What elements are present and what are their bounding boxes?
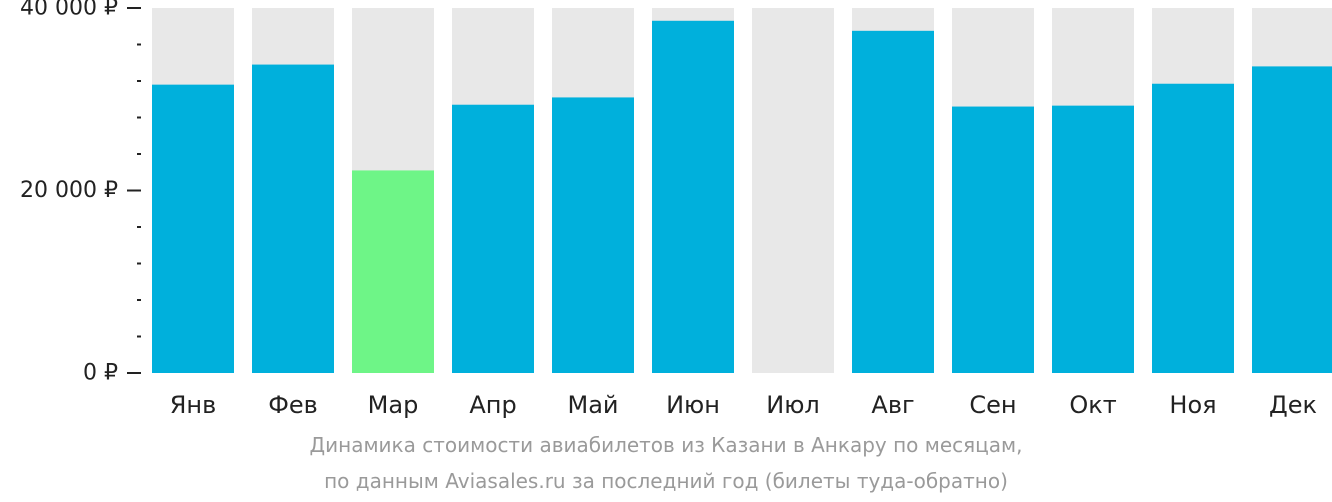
bar[interactable] [1052,105,1134,373]
x-tick-label: Окт [1069,391,1116,419]
bar[interactable] [952,106,1034,374]
bar[interactable] [352,170,434,373]
bar-background [752,8,834,373]
x-tick-label: Авг [871,391,914,419]
bar[interactable] [852,30,934,373]
chart-caption-line-1: Динамика стоимости авиабилетов из Казани… [309,433,1023,457]
x-tick-label: Мар [368,391,419,419]
y-axis: 0 ₽ 20 000 ₽ 40 000 ₽ [20,0,141,386]
bar[interactable] [1152,83,1234,374]
x-tick-label: Дек [1269,391,1317,419]
x-tick-label: Июл [766,391,820,419]
bar[interactable] [1252,66,1332,374]
x-tick-label: Янв [170,391,217,419]
y-tick-label: 40 000 ₽ [20,0,118,21]
bar[interactable] [652,20,734,374]
x-axis: Янв Фев Мар Апр Май Июн Июл Авг Сен Окт Ноя Дек [170,391,1317,419]
x-tick-label: Май [567,391,618,419]
bar[interactable] [552,97,634,374]
bar[interactable] [252,64,334,373]
y-tick-label: 20 000 ₽ [20,178,118,203]
bar[interactable] [152,84,234,374]
x-tick-label: Апр [469,391,516,419]
x-tick-label: Сен [969,391,1016,419]
bar[interactable] [452,104,534,373]
chart-caption-line-2: по данным Aviasales.ru за последний год … [324,469,1008,493]
bars [152,8,1332,374]
x-tick-label: Июн [666,391,720,419]
y-tick-label: 0 ₽ [83,361,118,386]
x-tick-label: Ноя [1169,391,1216,419]
x-tick-label: Фев [268,391,318,419]
